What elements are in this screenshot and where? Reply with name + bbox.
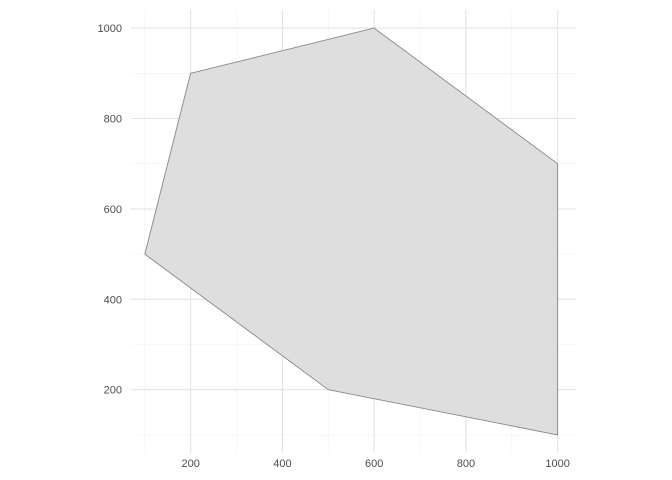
y-tick-label: 600 — [104, 204, 122, 216]
x-axis-ticks: 200 400 600 800 1000 — [181, 458, 569, 470]
data-polygon — [144, 27, 559, 436]
x-tick-label: 1000 — [545, 458, 569, 470]
x-tick-label: 600 — [365, 458, 383, 470]
y-tick-label: 200 — [104, 385, 122, 397]
x-tick-label: 200 — [181, 458, 199, 470]
x-tick-label: 800 — [457, 458, 475, 470]
y-tick-label: 400 — [104, 294, 122, 306]
y-axis-ticks: 200 400 600 800 1000 — [98, 23, 122, 397]
plot-shapes — [144, 27, 559, 436]
y-tick-label: 1000 — [98, 23, 122, 35]
y-tick-label: 800 — [104, 113, 122, 125]
x-tick-label: 400 — [273, 458, 291, 470]
